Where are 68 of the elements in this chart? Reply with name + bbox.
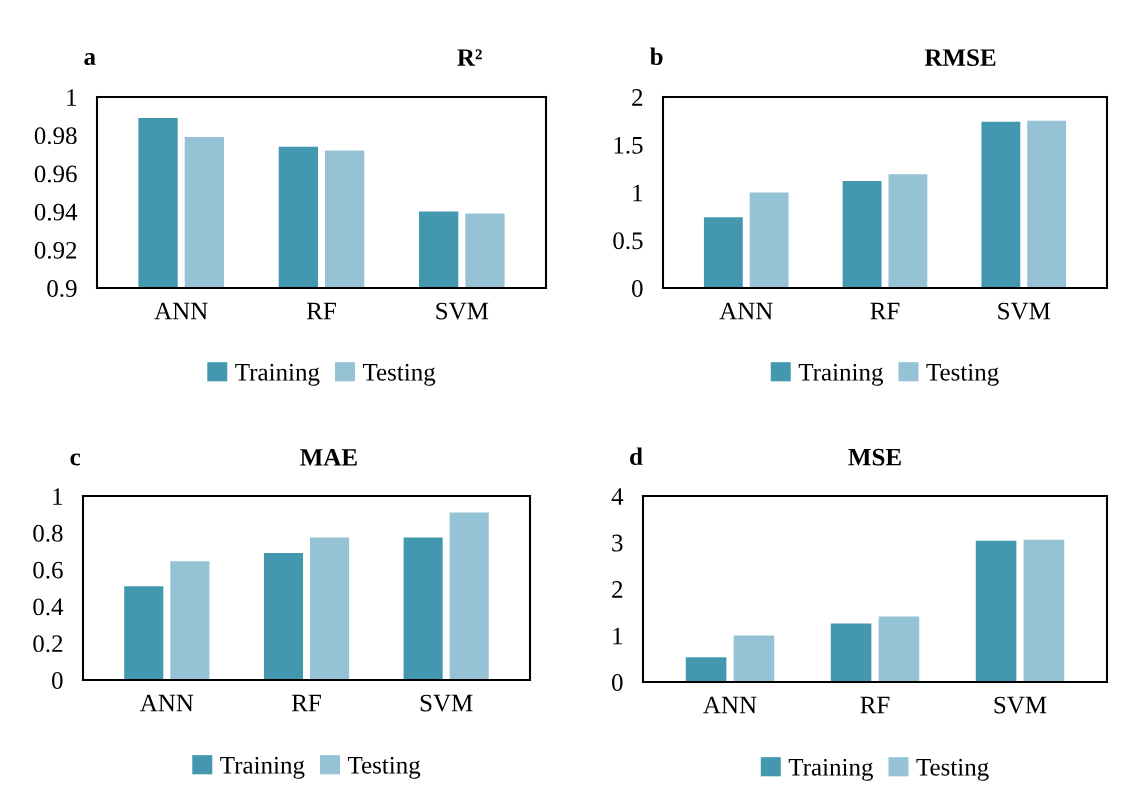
x-tick-label: ANN [703, 696, 757, 714]
legend-label: Training [235, 363, 320, 386]
legend-label: Training [220, 756, 305, 779]
bar [1027, 120, 1067, 288]
y-tick-label: 1.5 [614, 136, 643, 154]
chart-title: RMSE [924, 49, 996, 66]
x-tick-label: RF [306, 302, 336, 320]
x-tick-label: RF [860, 696, 890, 714]
y-tick-label: 0 [612, 674, 623, 691]
y-tick-label: 0.8 [33, 524, 63, 542]
x-tick-label: RF [870, 302, 900, 320]
y-tick-label: 0.6 [33, 561, 63, 579]
bar [403, 537, 443, 680]
y-tick-label: 0.9 [47, 280, 77, 298]
bar [263, 553, 304, 680]
y-tick-label: 0 [52, 672, 63, 689]
bar [878, 616, 920, 682]
bar [975, 540, 1017, 682]
bar [749, 192, 789, 288]
bar [685, 657, 727, 682]
y-tick-label: 0.96 [34, 165, 77, 183]
x-tick-label: SVM [998, 302, 1051, 320]
x-tick-label: ANN [139, 694, 194, 712]
bar [170, 561, 210, 680]
x-tick-label: SVM [420, 694, 473, 712]
text: c [70, 453, 81, 466]
legend-label: Training [788, 758, 874, 781]
y-tick-label: 4 [611, 488, 624, 505]
y-tick-label: 2 [632, 89, 643, 106]
legend-label: Training [798, 363, 884, 386]
bar [842, 181, 882, 288]
x-tick-label: SVM [436, 302, 489, 320]
y-tick-label: 0.94 [34, 203, 78, 221]
text: d [630, 447, 643, 466]
y-tick-label: 0.2 [33, 635, 63, 653]
y-tick-label: 1 [53, 488, 63, 505]
chart-title: R² [457, 49, 482, 66]
chart-title: MAE [300, 449, 357, 466]
x-tick-label: ANN [154, 302, 208, 320]
y-tick-label: 0.92 [34, 241, 77, 259]
bar [888, 174, 928, 288]
chart-title: MSE [848, 448, 901, 466]
y-tick-label: 1 [67, 89, 77, 106]
x-tick-label: RF [291, 694, 321, 712]
bar [733, 635, 775, 682]
text: a [84, 53, 96, 66]
text: b [650, 47, 663, 66]
legend-label: Testing [916, 758, 989, 781]
bar [1023, 539, 1065, 682]
bar [981, 121, 1021, 288]
y-tick-label: 1 [613, 627, 623, 645]
y-tick-label: 0.98 [34, 127, 77, 145]
y-tick-label: 0 [632, 280, 643, 297]
bar [124, 586, 164, 680]
bar [830, 623, 872, 682]
x-tick-label: SVM [994, 696, 1047, 714]
x-tick-label: ANN [719, 302, 773, 320]
y-tick-label: 0.5 [613, 232, 643, 250]
legend-label: Testing [926, 363, 999, 386]
bar [309, 537, 350, 680]
y-tick-label: 2 [612, 581, 623, 598]
bar [703, 217, 743, 288]
bar [449, 512, 489, 680]
y-tick-label: 3 [612, 534, 623, 552]
legend-label: Testing [362, 363, 436, 386]
y-tick-label: 0.4 [33, 598, 64, 616]
legend-label: Testing [347, 756, 421, 779]
y-tick-label: 1 [633, 184, 643, 202]
